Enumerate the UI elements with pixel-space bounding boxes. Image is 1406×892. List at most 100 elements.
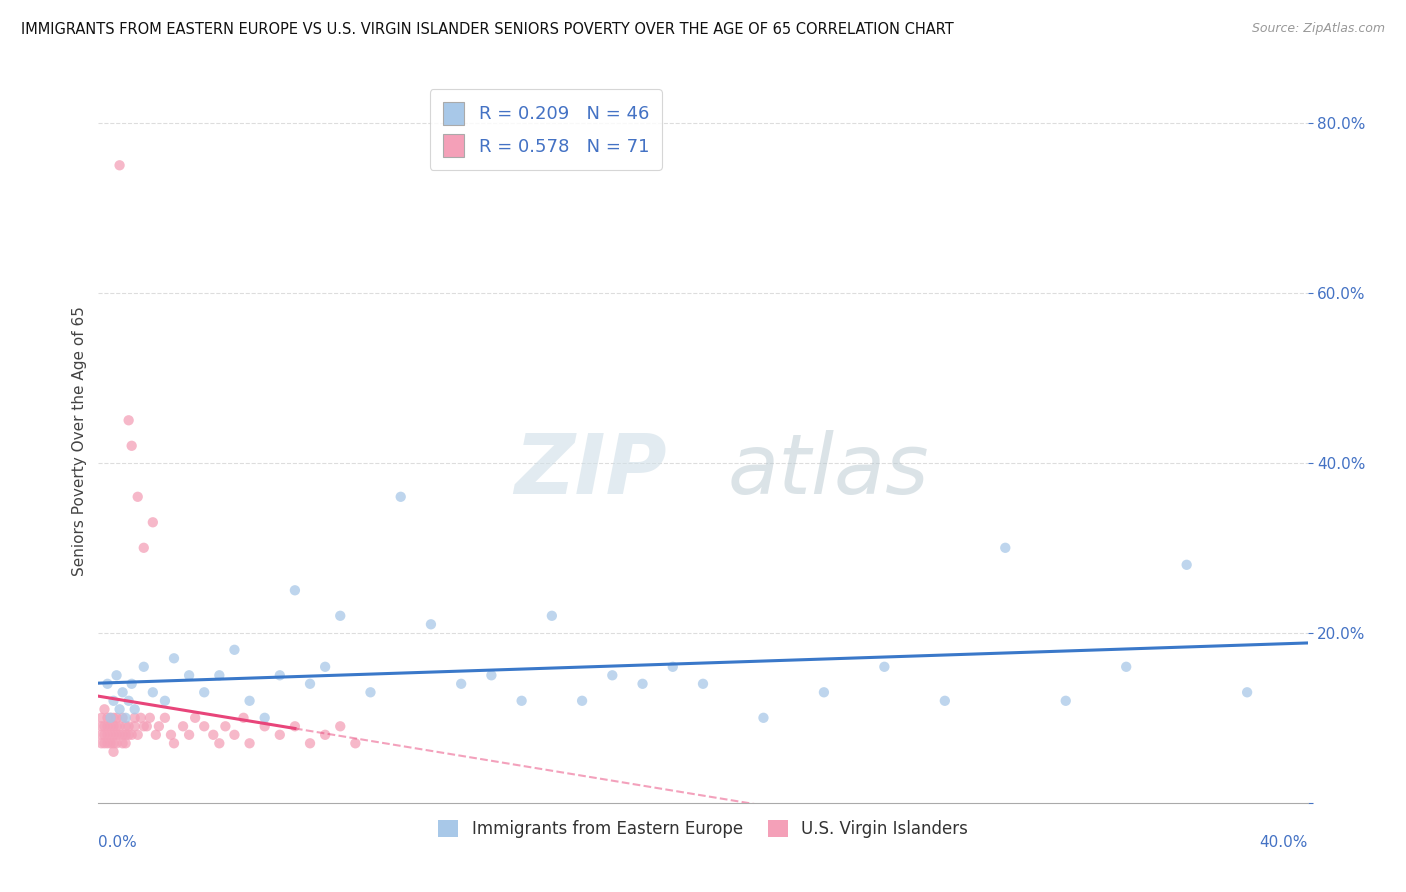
Point bbox=[100, 728, 122, 742]
Point bbox=[103, 745, 125, 759]
Point bbox=[540, 608, 562, 623]
Point bbox=[103, 736, 125, 750]
Point bbox=[284, 719, 307, 733]
Text: Source: ZipAtlas.com: Source: ZipAtlas.com bbox=[1251, 22, 1385, 36]
Point bbox=[163, 651, 186, 665]
Point bbox=[124, 711, 146, 725]
Point bbox=[96, 711, 118, 725]
Point bbox=[96, 677, 118, 691]
Point bbox=[224, 728, 246, 742]
Point bbox=[121, 728, 143, 742]
Point bbox=[360, 685, 382, 699]
Point bbox=[90, 719, 112, 733]
Point bbox=[118, 694, 141, 708]
Point bbox=[103, 694, 125, 708]
Point bbox=[96, 719, 118, 733]
Text: 0.0%: 0.0% bbox=[98, 835, 138, 850]
Point bbox=[752, 711, 775, 725]
Point bbox=[93, 728, 115, 742]
Point bbox=[129, 711, 152, 725]
Point bbox=[111, 728, 134, 742]
Point bbox=[111, 736, 134, 750]
Point bbox=[114, 728, 136, 742]
Point bbox=[148, 719, 170, 733]
Point bbox=[118, 728, 141, 742]
Point bbox=[127, 490, 149, 504]
Point bbox=[389, 490, 412, 504]
Point bbox=[179, 668, 201, 682]
Point bbox=[179, 728, 201, 742]
Point bbox=[100, 719, 122, 733]
Point bbox=[90, 728, 112, 742]
Point bbox=[121, 677, 143, 691]
Point bbox=[111, 685, 134, 699]
Point bbox=[108, 719, 131, 733]
Point bbox=[299, 736, 322, 750]
Point bbox=[420, 617, 443, 632]
Legend: Immigrants from Eastern Europe, U.S. Virgin Islanders: Immigrants from Eastern Europe, U.S. Vir… bbox=[432, 814, 974, 845]
Point bbox=[232, 711, 254, 725]
Point bbox=[284, 583, 307, 598]
Text: IMMIGRANTS FROM EASTERN EUROPE VS U.S. VIRGIN ISLANDER SENIORS POVERTY OVER THE : IMMIGRANTS FROM EASTERN EUROPE VS U.S. V… bbox=[21, 22, 953, 37]
Point bbox=[269, 728, 291, 742]
Point bbox=[96, 736, 118, 750]
Point bbox=[873, 660, 896, 674]
Point bbox=[118, 719, 141, 733]
Point bbox=[100, 711, 122, 725]
Point bbox=[100, 736, 122, 750]
Point bbox=[105, 719, 128, 733]
Point bbox=[184, 711, 207, 725]
Point bbox=[314, 728, 336, 742]
Point bbox=[253, 719, 276, 733]
Point bbox=[114, 736, 136, 750]
Point bbox=[329, 608, 352, 623]
Point bbox=[208, 668, 231, 682]
Point bbox=[1175, 558, 1198, 572]
Point bbox=[142, 685, 165, 699]
Point bbox=[90, 736, 112, 750]
Point bbox=[269, 668, 291, 682]
Point bbox=[93, 719, 115, 733]
Point bbox=[813, 685, 835, 699]
Point bbox=[103, 728, 125, 742]
Point bbox=[90, 711, 112, 725]
Point bbox=[450, 677, 472, 691]
Text: atlas: atlas bbox=[727, 430, 929, 511]
Point bbox=[111, 711, 134, 725]
Point bbox=[121, 439, 143, 453]
Point bbox=[142, 516, 165, 530]
Text: ZIP: ZIP bbox=[515, 430, 666, 511]
Point bbox=[239, 694, 262, 708]
Point bbox=[344, 736, 367, 750]
Point bbox=[105, 711, 128, 725]
Point bbox=[661, 660, 683, 674]
Point bbox=[631, 677, 654, 691]
Point bbox=[202, 728, 225, 742]
Point bbox=[934, 694, 956, 708]
Point bbox=[481, 668, 503, 682]
Point bbox=[114, 719, 136, 733]
Point bbox=[100, 711, 122, 725]
Point bbox=[329, 719, 352, 733]
Point bbox=[153, 711, 176, 725]
Point bbox=[314, 660, 336, 674]
Point bbox=[214, 719, 236, 733]
Point bbox=[139, 711, 162, 725]
Point bbox=[108, 728, 131, 742]
Point bbox=[510, 694, 533, 708]
Point bbox=[299, 677, 322, 691]
Point bbox=[103, 711, 125, 725]
Point bbox=[108, 158, 131, 172]
Point bbox=[108, 702, 131, 716]
Point bbox=[1236, 685, 1258, 699]
Point bbox=[224, 642, 246, 657]
Point bbox=[239, 736, 262, 750]
Point bbox=[105, 736, 128, 750]
Point bbox=[132, 541, 155, 555]
Point bbox=[132, 719, 155, 733]
Y-axis label: Seniors Poverty Over the Age of 65: Seniors Poverty Over the Age of 65 bbox=[72, 307, 87, 576]
Point bbox=[132, 660, 155, 674]
Point bbox=[145, 728, 167, 742]
Point bbox=[193, 719, 215, 733]
Point bbox=[105, 668, 128, 682]
